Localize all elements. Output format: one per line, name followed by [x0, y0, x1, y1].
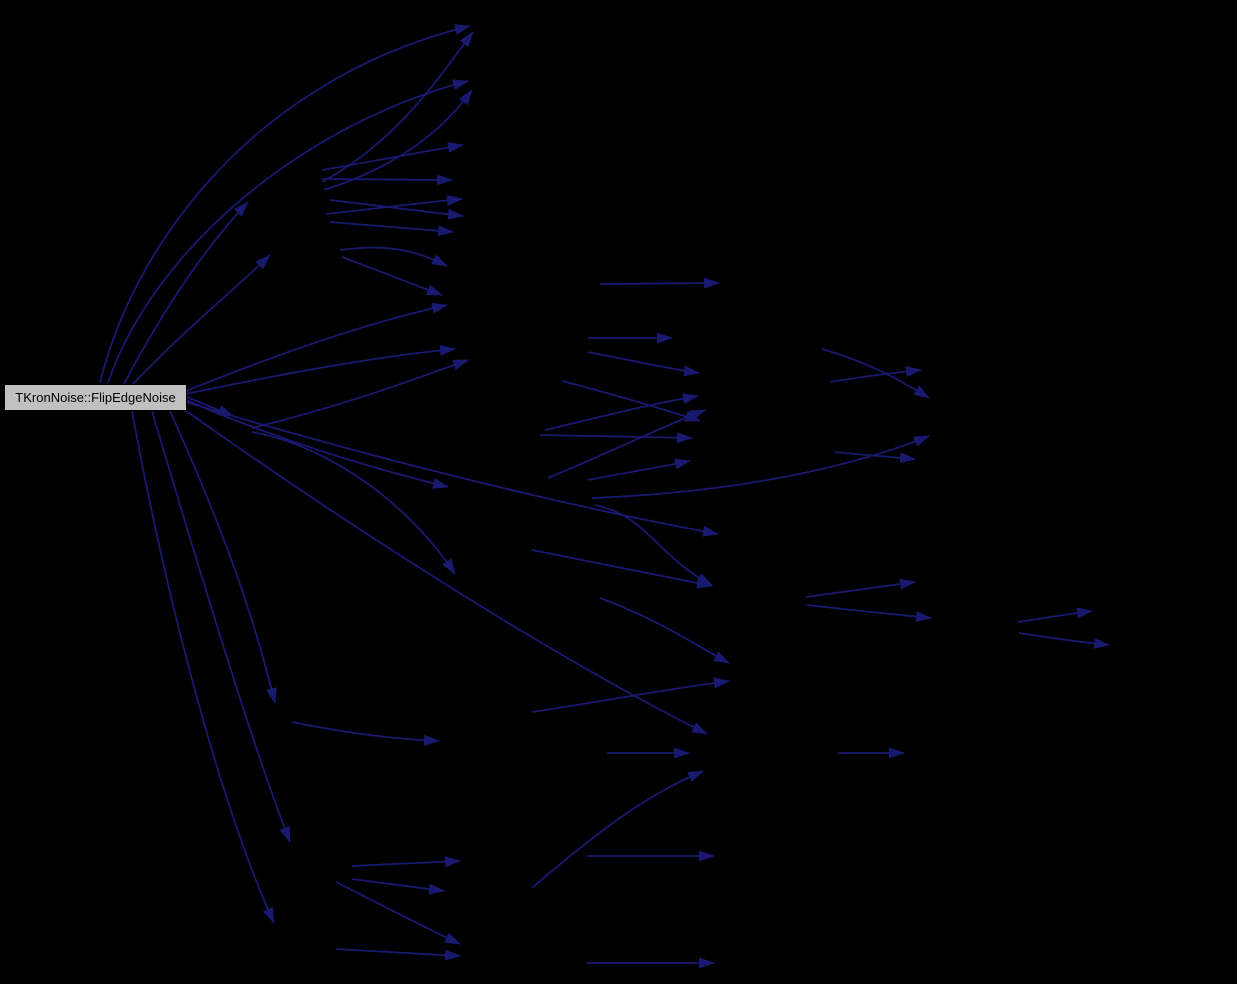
graph-edge	[339, 246, 448, 267]
graph-edge	[99, 24, 471, 384]
graph-edge	[544, 393, 699, 431]
graph-edge	[251, 431, 456, 575]
graph-edge	[186, 396, 234, 417]
graph-edge	[531, 677, 730, 713]
graph-edge	[341, 256, 443, 296]
graph-edge	[805, 578, 916, 598]
graph-edge	[599, 277, 720, 289]
graph-edge	[185, 401, 719, 537]
graph-edge	[185, 344, 456, 395]
graph-edge	[131, 410, 275, 924]
graph-edge	[531, 770, 704, 889]
graph-edge	[547, 409, 706, 479]
graph-edge	[321, 174, 453, 186]
graph-edge	[107, 79, 469, 384]
graph-edge	[329, 199, 464, 220]
graph-edge	[587, 351, 700, 377]
graph-edge	[1017, 607, 1093, 623]
graph-edge	[335, 948, 461, 961]
graph-edge	[181, 407, 708, 735]
graph-edge	[539, 432, 693, 444]
graph-edge	[351, 856, 461, 868]
graph-edge	[329, 221, 454, 237]
graph-edge	[806, 604, 932, 623]
graph-edge	[151, 410, 291, 843]
graph-edge	[335, 881, 461, 945]
graph-edge	[123, 201, 249, 385]
graph-node-root[interactable]: TKronNoise::FlipEdgeNoise	[4, 384, 187, 411]
graph-edge	[587, 458, 691, 481]
graph-edge	[591, 435, 930, 499]
graph-edge	[291, 721, 440, 746]
graph-edge	[531, 549, 713, 589]
graph-edge	[325, 194, 463, 215]
graph-edge	[169, 410, 277, 704]
graph-edge	[185, 399, 449, 489]
graph-edge	[594, 504, 713, 586]
graph-edge	[321, 141, 464, 171]
graph-edge	[131, 254, 271, 386]
graph-edge	[321, 31, 474, 183]
graph-edge	[185, 302, 448, 392]
graph-edge	[834, 451, 916, 464]
graph-edge	[829, 365, 922, 383]
graph-edge	[561, 380, 701, 422]
graph-edge	[599, 597, 730, 664]
graph-edge	[821, 348, 930, 399]
graph-edge	[251, 359, 469, 429]
graph-edge	[351, 878, 445, 895]
graph-node-label: TKronNoise::FlipEdgeNoise	[15, 390, 176, 405]
graph-edge	[1018, 632, 1110, 649]
